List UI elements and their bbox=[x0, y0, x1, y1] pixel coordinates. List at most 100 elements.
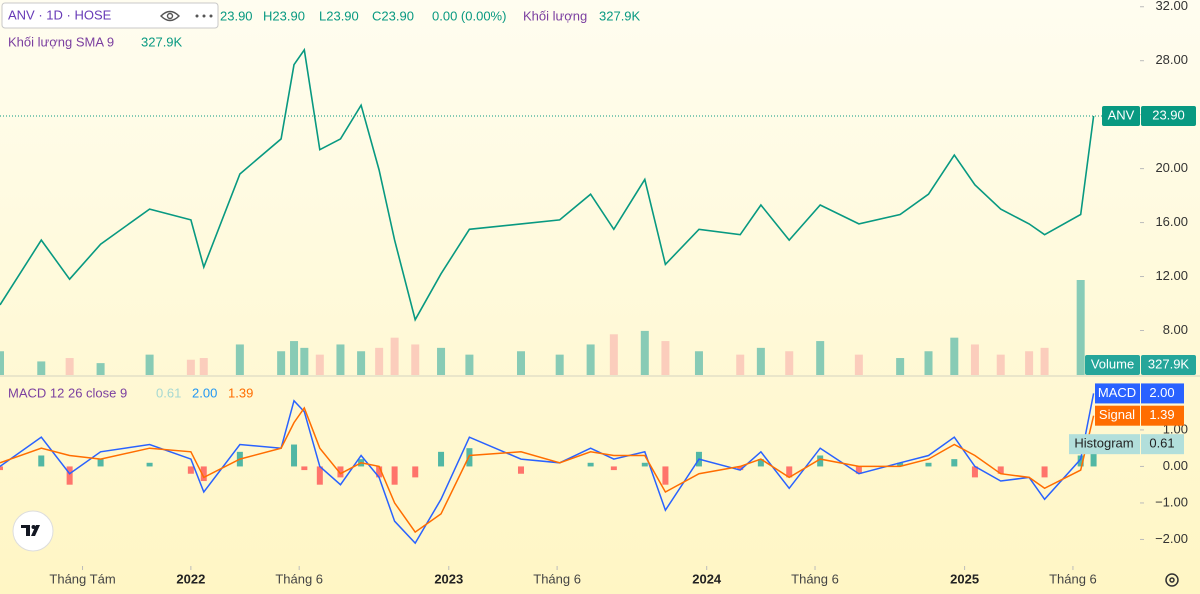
volume-bar bbox=[950, 337, 959, 375]
series-badge-value-bg bbox=[1141, 383, 1184, 404]
volume-bar bbox=[661, 341, 670, 375]
macd-title: MACD 12 26 close 9 bbox=[8, 385, 127, 400]
volume-bar bbox=[357, 351, 366, 375]
histogram-bar bbox=[337, 466, 344, 478]
volume-bar bbox=[555, 354, 564, 375]
histogram-bar bbox=[291, 444, 298, 467]
histogram-bar bbox=[97, 459, 104, 467]
histogram-bar bbox=[412, 466, 419, 478]
series-badge-name: Histogram bbox=[1074, 436, 1133, 451]
volume-bar bbox=[924, 351, 933, 375]
series-badge-value: 1.39 bbox=[1149, 407, 1174, 422]
volume-bar bbox=[1076, 280, 1085, 375]
histogram-bar bbox=[817, 455, 824, 467]
ohlc-high: H23.90 bbox=[263, 8, 305, 23]
volume-badge-name: Volume bbox=[1091, 356, 1134, 371]
volume-badge-value-bg bbox=[1141, 355, 1196, 375]
histogram-bar bbox=[737, 466, 744, 471]
ohlc-open: 23.90 bbox=[220, 8, 253, 23]
histogram-bar bbox=[316, 466, 323, 485]
y-tick-label: −1.00 bbox=[1155, 494, 1188, 509]
histogram-bar bbox=[38, 455, 45, 467]
volume-bar bbox=[186, 359, 195, 375]
volume-bar bbox=[694, 351, 703, 375]
volume-bar bbox=[896, 358, 905, 375]
settings-icon[interactable] bbox=[1165, 573, 1179, 587]
histogram-bar bbox=[610, 466, 617, 471]
volume-bar bbox=[756, 347, 765, 375]
volume-bar bbox=[411, 344, 420, 375]
x-tick-label: Tháng 6 bbox=[1049, 571, 1097, 586]
macd-legend-signal: 1.39 bbox=[228, 385, 253, 400]
volume-bar bbox=[390, 337, 399, 375]
volume-bar bbox=[277, 351, 286, 375]
y-tick-label: 8.00 bbox=[1163, 322, 1188, 337]
volume-bar bbox=[816, 341, 825, 375]
histogram-bar bbox=[466, 448, 473, 467]
y-tick-label: 32.00 bbox=[1155, 0, 1188, 13]
series-badge-value: 2.00 bbox=[1149, 385, 1174, 400]
series-badge-bg bbox=[1069, 434, 1140, 455]
volume-title: Khối lượng bbox=[523, 8, 587, 23]
more-icon[interactable] bbox=[195, 14, 213, 18]
volume-bar bbox=[854, 354, 863, 375]
volume-bar bbox=[437, 347, 446, 375]
histogram-bar bbox=[855, 466, 862, 474]
volume-bar bbox=[300, 347, 309, 375]
histogram-bar bbox=[146, 462, 153, 467]
histogram-bar bbox=[641, 462, 648, 467]
series-badge-value: 0.61 bbox=[1149, 436, 1174, 451]
series-badge-value-bg bbox=[1141, 405, 1184, 426]
price-badge-value-bg bbox=[1141, 106, 1196, 127]
histogram-bar bbox=[438, 451, 445, 467]
series-badge-name: MACD bbox=[1098, 385, 1136, 400]
volume-badge-value: 327.9K bbox=[1148, 356, 1190, 371]
volume-bar bbox=[640, 330, 649, 375]
histogram-bar bbox=[786, 466, 793, 478]
y-tick-label: 12.00 bbox=[1155, 268, 1188, 283]
histogram-bar bbox=[376, 466, 383, 478]
eye-icon[interactable] bbox=[160, 10, 180, 22]
histogram-bar bbox=[662, 466, 669, 485]
histogram-bar bbox=[997, 466, 1004, 474]
histogram-bar bbox=[1077, 455, 1084, 467]
y-tick-label: 0.00 bbox=[1163, 458, 1188, 473]
volume-bar bbox=[65, 358, 74, 375]
histogram-bar bbox=[587, 462, 594, 467]
price-line bbox=[0, 47, 1095, 322]
volume-bar bbox=[609, 334, 618, 375]
volume-bar bbox=[199, 358, 208, 375]
x-tick-label: 2024 bbox=[692, 571, 722, 586]
tradingview-logo[interactable] bbox=[12, 510, 54, 552]
symbol: ANV · 1D · HOSE bbox=[8, 7, 112, 22]
volume-bar bbox=[315, 354, 324, 375]
series-badge-bg bbox=[1095, 405, 1140, 426]
ohlc-low: L23.90 bbox=[319, 8, 359, 23]
volume-bar bbox=[1040, 347, 1049, 375]
x-tick-label: Tháng 6 bbox=[533, 571, 581, 586]
volume-badge-name-bg bbox=[1085, 355, 1140, 375]
x-tick-label: Tháng Tám bbox=[49, 571, 115, 586]
histogram-bar bbox=[517, 466, 524, 474]
sma-value: 327.9K bbox=[141, 34, 183, 49]
x-tick-label: 2023 bbox=[434, 571, 463, 586]
volume-bar bbox=[465, 354, 474, 375]
volume-bar bbox=[96, 363, 105, 375]
volume-bar bbox=[586, 344, 595, 375]
macd-legend-macd: 2.00 bbox=[192, 385, 217, 400]
price-badge-value: 23.90 bbox=[1152, 107, 1185, 122]
x-tick-label: 2022 bbox=[176, 571, 205, 586]
volume-bar bbox=[235, 344, 244, 375]
histogram-bar bbox=[951, 459, 958, 467]
histogram-bar bbox=[1041, 466, 1048, 478]
symbol-box[interactable] bbox=[1, 2, 219, 29]
y-tick-label: 16.00 bbox=[1155, 214, 1188, 229]
volume-bar bbox=[970, 344, 979, 375]
volume-bar bbox=[290, 341, 299, 375]
series-badge-value-bg bbox=[1141, 434, 1184, 455]
volume-bar bbox=[736, 354, 745, 375]
histogram-bar bbox=[897, 462, 904, 467]
histogram-bar bbox=[925, 462, 932, 467]
volume-bar bbox=[0, 351, 4, 375]
